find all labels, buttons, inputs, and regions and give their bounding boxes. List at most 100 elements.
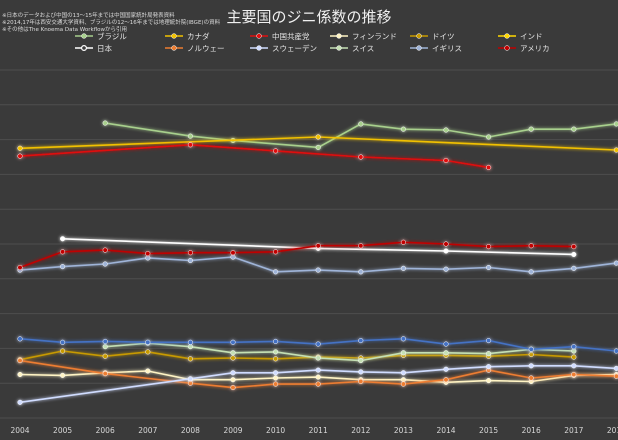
series-8 [17,363,618,405]
source-note-1: ※日本のデータおよび中国の13〜15年までは中国国家統計局発表資料 [2,13,175,19]
data-point [102,371,108,377]
data-point [400,239,406,245]
data-point [145,339,151,345]
x-tick-label: 2013 [394,426,413,435]
series-2 [17,142,492,170]
x-tick-label: 2008 [181,426,200,435]
legend-item: フィンランド [330,32,397,41]
data-point [315,243,321,249]
x-tick-label: 2012 [351,426,370,435]
data-point [273,249,279,255]
data-point [60,249,66,255]
legend-label: カナダ [187,31,210,41]
data-point [230,355,236,361]
legend-swatch-dot [416,45,422,51]
legend-swatch-dot [256,33,262,39]
data-point [17,358,23,364]
data-point [528,243,534,249]
x-tick-label: 2017 [564,426,583,435]
x-tick-label: 2004 [10,426,29,435]
data-point [528,375,534,381]
data-point [187,133,193,139]
data-point [528,269,534,275]
legend-label: イギリス [432,44,462,53]
x-tick-label: 2016 [522,426,541,435]
legend-label: アメリカ [520,44,550,53]
legend-swatch-dot [256,45,262,51]
data-point [486,244,492,250]
data-point [358,358,364,364]
data-point [102,344,108,350]
data-point [17,145,23,151]
series-line [105,342,574,362]
data-point [315,341,321,347]
data-point [187,257,193,264]
data-point [187,356,193,362]
data-point [613,147,618,153]
legend-swatch-dot [336,33,342,39]
data-point [400,370,406,376]
data-point [486,351,492,357]
data-point [17,264,23,271]
data-point [102,247,108,253]
data-point [187,142,193,148]
series-11 [17,239,577,271]
data-point [358,154,364,160]
data-point [315,134,321,140]
x-tick-label: 2014 [436,426,455,435]
data-point [486,164,492,170]
legend-swatch-dot [336,45,342,51]
x-tick-label: 2006 [96,426,115,435]
data-point [273,356,279,362]
data-point [315,355,321,361]
data-point [17,371,23,378]
data-point [528,363,534,369]
data-point [230,377,236,383]
data-point [443,350,449,356]
legend-label: ノルウェー [187,44,225,53]
data-point [486,134,492,140]
data-point [273,269,279,275]
data-point [400,350,406,356]
data-point [230,370,236,376]
data-point [613,348,618,354]
data-point [571,344,577,350]
data-point [486,264,492,271]
data-point [571,371,577,378]
data-point [145,368,151,374]
data-point [571,348,577,354]
series-7 [17,358,618,391]
data-point [528,351,534,358]
series-1 [17,134,618,153]
data-point [400,265,406,271]
data-point [60,339,66,345]
data-point [358,121,364,127]
legend-item: スイス [330,44,374,53]
data-point [400,126,406,132]
data-point [571,265,577,271]
data-point [230,385,236,391]
data-point [273,370,279,376]
data-point [102,120,108,126]
gridlines [0,69,618,419]
legend-item: アメリカ [498,44,550,53]
data-point [315,144,321,150]
legend-item: 日本 [75,43,112,53]
x-tick-label: 2015 [479,426,498,435]
legend-item: インド [498,32,543,41]
data-point [400,381,406,387]
data-point [187,344,193,350]
data-point [571,244,577,250]
data-point [273,375,279,381]
series-line [105,122,617,149]
series-line [19,241,574,269]
x-axis-ticks: 2004 2005 2006 2007 2008 2009 2010 2011 2012 2013… [10,426,618,435]
data-point [230,350,236,356]
data-point [60,348,66,354]
data-point [613,365,618,371]
data-point [187,380,193,386]
chart-title: 主要国のジニ係数の推移 [226,8,392,26]
series-line [62,238,574,256]
